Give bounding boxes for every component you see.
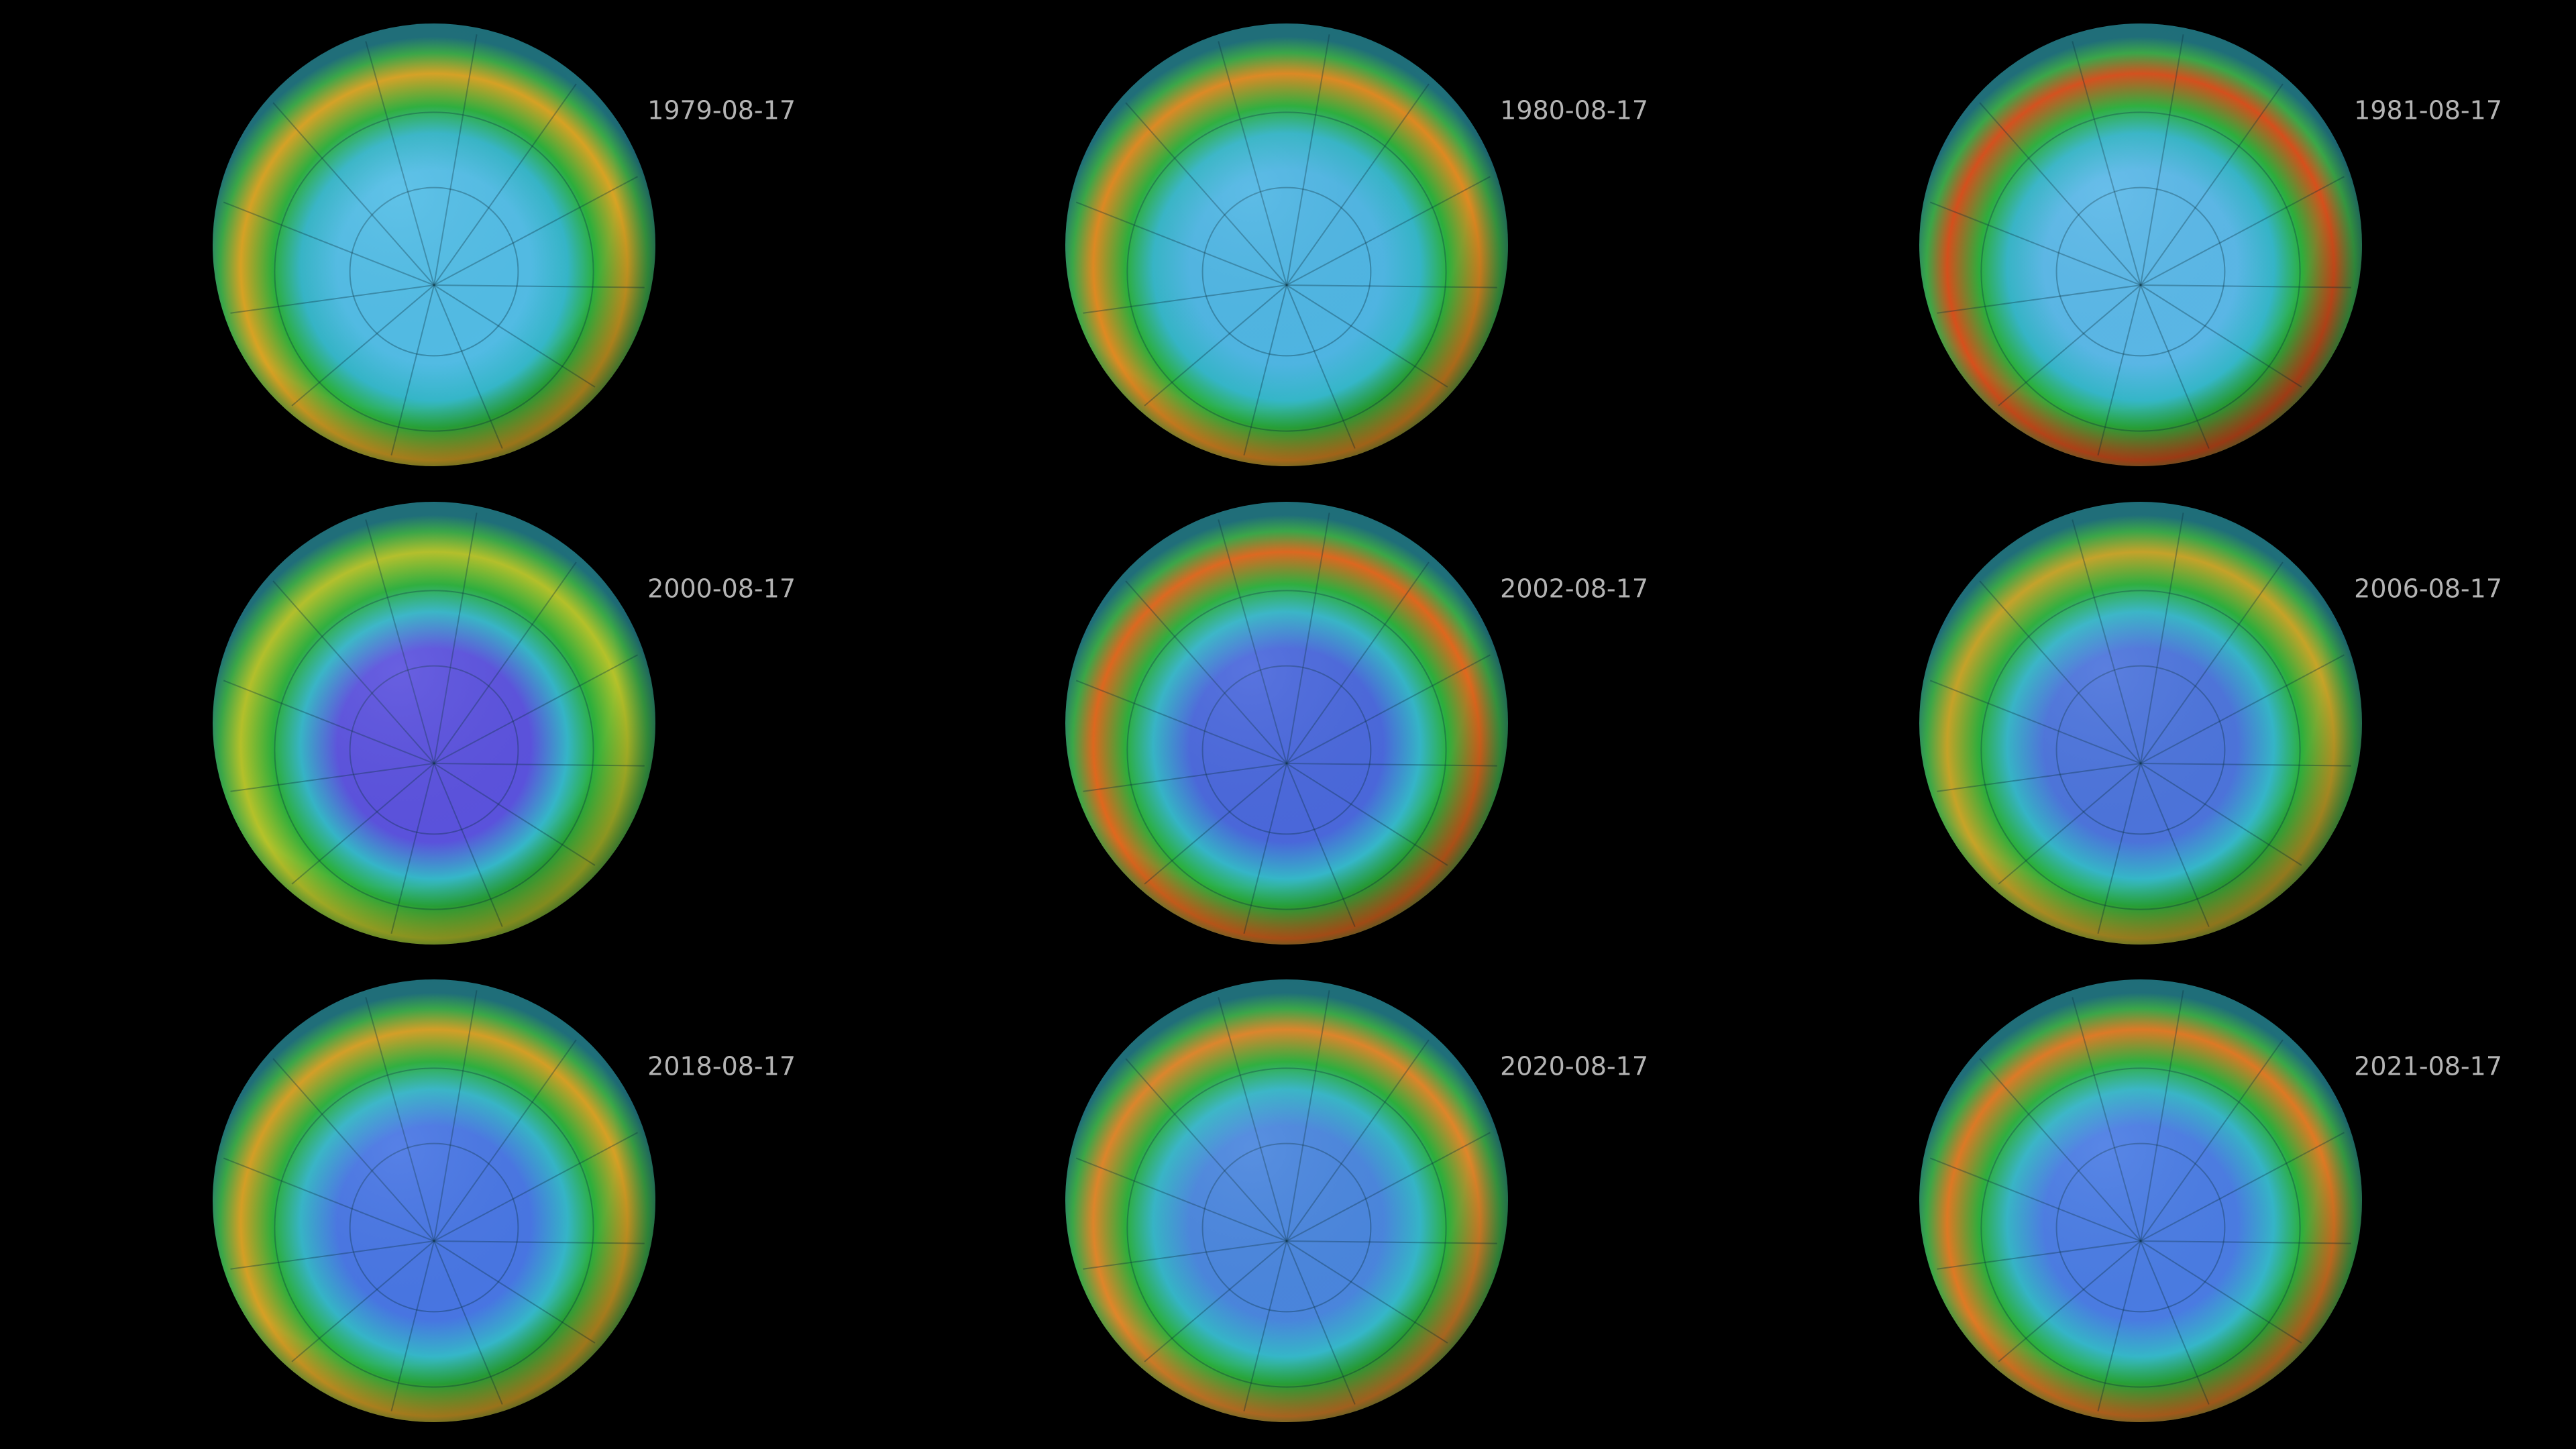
globe-shade [1065,23,1508,466]
globe [213,502,655,945]
globe-shade [1919,502,2362,945]
globe [1919,23,2362,466]
globe-shade [213,23,655,466]
globe [213,979,655,1422]
date-label: 1981-08-17 [2354,96,2502,125]
globe [1919,502,2362,945]
date-label: 2018-08-17 [647,1052,796,1081]
globe [1065,23,1508,466]
globe-shade [1919,979,2362,1422]
globe-shade [1919,23,2362,466]
globe-shade [1065,502,1508,945]
globe [1065,502,1508,945]
globe-shade [213,502,655,945]
globe [213,23,655,466]
date-label: 1980-08-17 [1500,96,1648,125]
globe-shade [1065,979,1508,1422]
date-label: 2002-08-17 [1500,574,1648,604]
date-label: 2020-08-17 [1500,1052,1648,1081]
date-label: 2000-08-17 [647,574,796,604]
date-label: 2021-08-17 [2354,1052,2502,1081]
date-label: 1979-08-17 [647,96,796,125]
globe [1919,979,2362,1422]
date-label: 2006-08-17 [2354,574,2502,604]
globe-shade [213,979,655,1422]
globe [1065,979,1508,1422]
